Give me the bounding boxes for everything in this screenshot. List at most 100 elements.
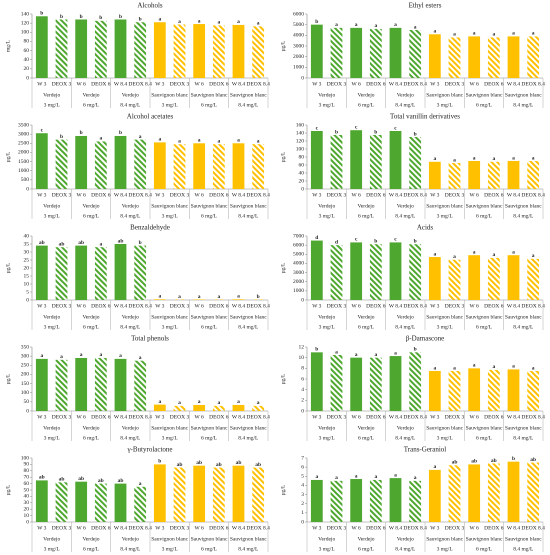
y-tick-label: 100 <box>21 30 30 36</box>
y-tick-label: 4 <box>301 387 304 393</box>
significance-letter: d <box>315 235 318 241</box>
x-tick-label: W 8.4 <box>114 303 128 309</box>
dose-label: 6 mg/L <box>358 324 375 330</box>
dose-label: 8.4 mg/L <box>513 435 534 441</box>
x-tick-label: W 3 <box>430 81 439 87</box>
variety-label: Verdejo <box>43 425 60 431</box>
y-tick-label: 100 <box>21 390 30 396</box>
significance-letter: a <box>433 365 436 371</box>
x-tick-label: W 6 <box>470 414 479 420</box>
bar <box>448 465 461 522</box>
x-tick-label: DEOX 3 <box>445 192 465 198</box>
variety-label: Sauvignon blanc <box>151 425 188 431</box>
x-tick-label: W 8.4 <box>389 192 403 198</box>
bar <box>428 257 441 300</box>
significance-letter: a <box>217 294 220 300</box>
significance-letter: ab <box>255 462 261 468</box>
variety-label: Verdejo <box>357 92 374 98</box>
y-tick-label: 1500 <box>18 159 29 165</box>
bar <box>75 357 88 411</box>
y-tick-label: 15 <box>24 273 30 279</box>
significance-letter: ab <box>196 460 202 466</box>
bar <box>527 371 540 411</box>
variety-label: Verdejo <box>397 203 414 209</box>
significance-letter: a <box>492 32 495 38</box>
x-tick-label: W 8.4 <box>389 303 403 309</box>
bar <box>468 368 481 411</box>
bar <box>35 16 48 79</box>
x-tick-label: W 3 <box>37 192 46 198</box>
bar <box>330 480 343 522</box>
significance-letter: b <box>315 347 318 353</box>
y-axis-label: µg/L <box>280 151 286 162</box>
bar <box>350 357 363 411</box>
x-tick-label: W 6 <box>352 192 361 198</box>
x-tick-label: W 3 <box>155 81 164 87</box>
significance-letter: a <box>512 155 515 161</box>
variety-label: Sauvignon blanc <box>426 536 463 542</box>
x-tick-label: W 8.4 <box>114 192 128 198</box>
variety-label: Verdejo <box>43 92 60 98</box>
y-tick-label: 50 <box>24 399 30 405</box>
x-tick-label: W 6 <box>77 525 86 531</box>
variety-label: Sauvignon blanc <box>505 314 542 320</box>
significance-letter: b <box>414 131 417 137</box>
y-tick-label: 50 <box>24 487 30 493</box>
significance-letter: a <box>198 399 201 405</box>
significance-letter: a <box>198 294 201 300</box>
y-tick-label: 120 <box>296 138 305 144</box>
y-tick-label: 1000 <box>293 65 304 71</box>
bar <box>527 258 540 300</box>
significance-letter: a <box>335 349 338 355</box>
x-tick-label: W 3 <box>37 414 46 420</box>
x-tick-label: DEOX 6 <box>209 81 229 87</box>
significance-letter: a <box>139 134 142 140</box>
dose-label: 3 mg/L <box>319 546 336 552</box>
bar <box>468 464 481 522</box>
significance-letter: a <box>99 241 102 247</box>
bar <box>389 478 402 522</box>
x-tick-label: DEOX 3 <box>327 303 347 309</box>
variety-label: Verdejo <box>397 92 414 98</box>
x-tick-label: W 6 <box>195 525 204 531</box>
significance-letter: a <box>257 138 260 144</box>
y-tick-label: 0 <box>301 75 304 81</box>
chart-title: Total phenols <box>131 335 169 343</box>
significance-letter: ab <box>118 478 124 484</box>
significance-letter: a <box>139 481 142 487</box>
x-tick-label: DEOX 8.4 <box>521 303 545 309</box>
dose-label: 6 mg/L <box>358 102 375 108</box>
x-tick-label: W 3 <box>312 192 321 198</box>
x-tick-label: DEOX 6 <box>484 303 504 309</box>
y-tick-label: 40 <box>24 494 30 500</box>
x-tick-label: DEOX 6 <box>209 303 229 309</box>
dose-label: 8.4 mg/L <box>238 213 259 219</box>
x-tick-label: DEOX 8.4 <box>403 303 427 309</box>
x-tick-label: DEOX 3 <box>327 81 347 87</box>
variety-label: Sauvignon blanc <box>505 536 542 542</box>
x-tick-label: DEOX 8.4 <box>246 414 270 420</box>
dose-label: 8.4 mg/L <box>238 102 259 108</box>
y-tick-label: 0 <box>301 408 304 414</box>
significance-letter: a <box>433 464 436 470</box>
significance-letter: a <box>257 400 260 406</box>
y-tick-label: 6000 <box>293 242 304 248</box>
bar <box>527 161 540 189</box>
variety-label: Verdejo <box>397 425 414 431</box>
variety-label: Sauvignon blanc <box>426 203 463 209</box>
bar <box>212 467 225 522</box>
dose-label: 8.4 mg/L <box>513 213 534 219</box>
dose-label: 6 mg/L <box>201 546 218 552</box>
dose-label: 8.4 mg/L <box>395 213 416 219</box>
x-tick-label: DEOX 8.4 <box>521 525 545 531</box>
significance-letter: ab <box>39 475 45 481</box>
y-tick-label: 20 <box>24 265 30 271</box>
bar <box>134 360 147 411</box>
bar <box>35 133 48 189</box>
variety-label: Sauvignon blanc <box>191 536 228 542</box>
dose-label: 6 mg/L <box>476 324 493 330</box>
bar <box>409 244 422 300</box>
x-tick-label: DEOX 8.4 <box>403 81 427 87</box>
x-tick-label: W 8.4 <box>114 81 128 87</box>
x-tick-label: W 6 <box>195 414 204 420</box>
